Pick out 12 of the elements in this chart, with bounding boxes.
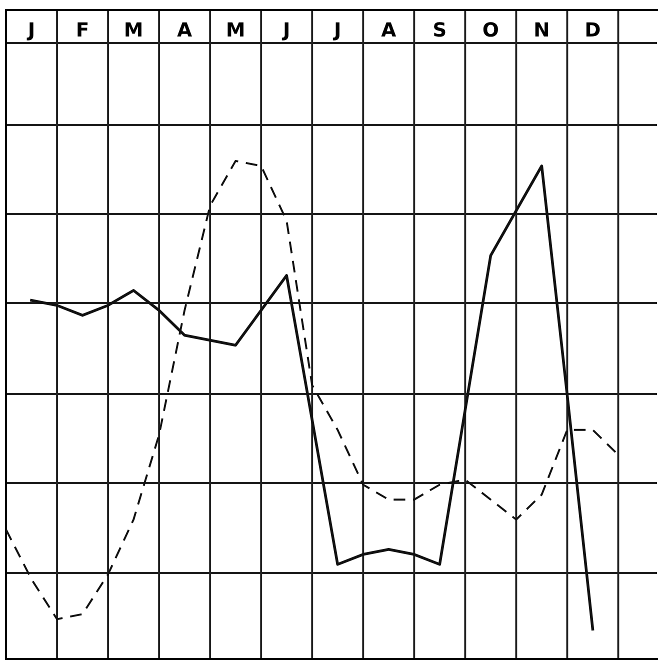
x-tick-label: D — [586, 22, 600, 37]
x-tick-label: J — [282, 22, 288, 40]
x-tick-label: A — [177, 22, 192, 37]
x-tick-label: F — [78, 22, 88, 37]
x-tick-label: J — [332, 22, 340, 40]
x-tick-label: S — [434, 22, 446, 37]
x-tick-label: A — [381, 22, 396, 37]
x-tick-label: M — [126, 22, 142, 37]
x-tick-label: O — [483, 22, 498, 37]
x-tick-label: N — [535, 22, 548, 37]
x-tick-label: M — [228, 22, 244, 37]
x-tick-label: J — [26, 22, 34, 40]
